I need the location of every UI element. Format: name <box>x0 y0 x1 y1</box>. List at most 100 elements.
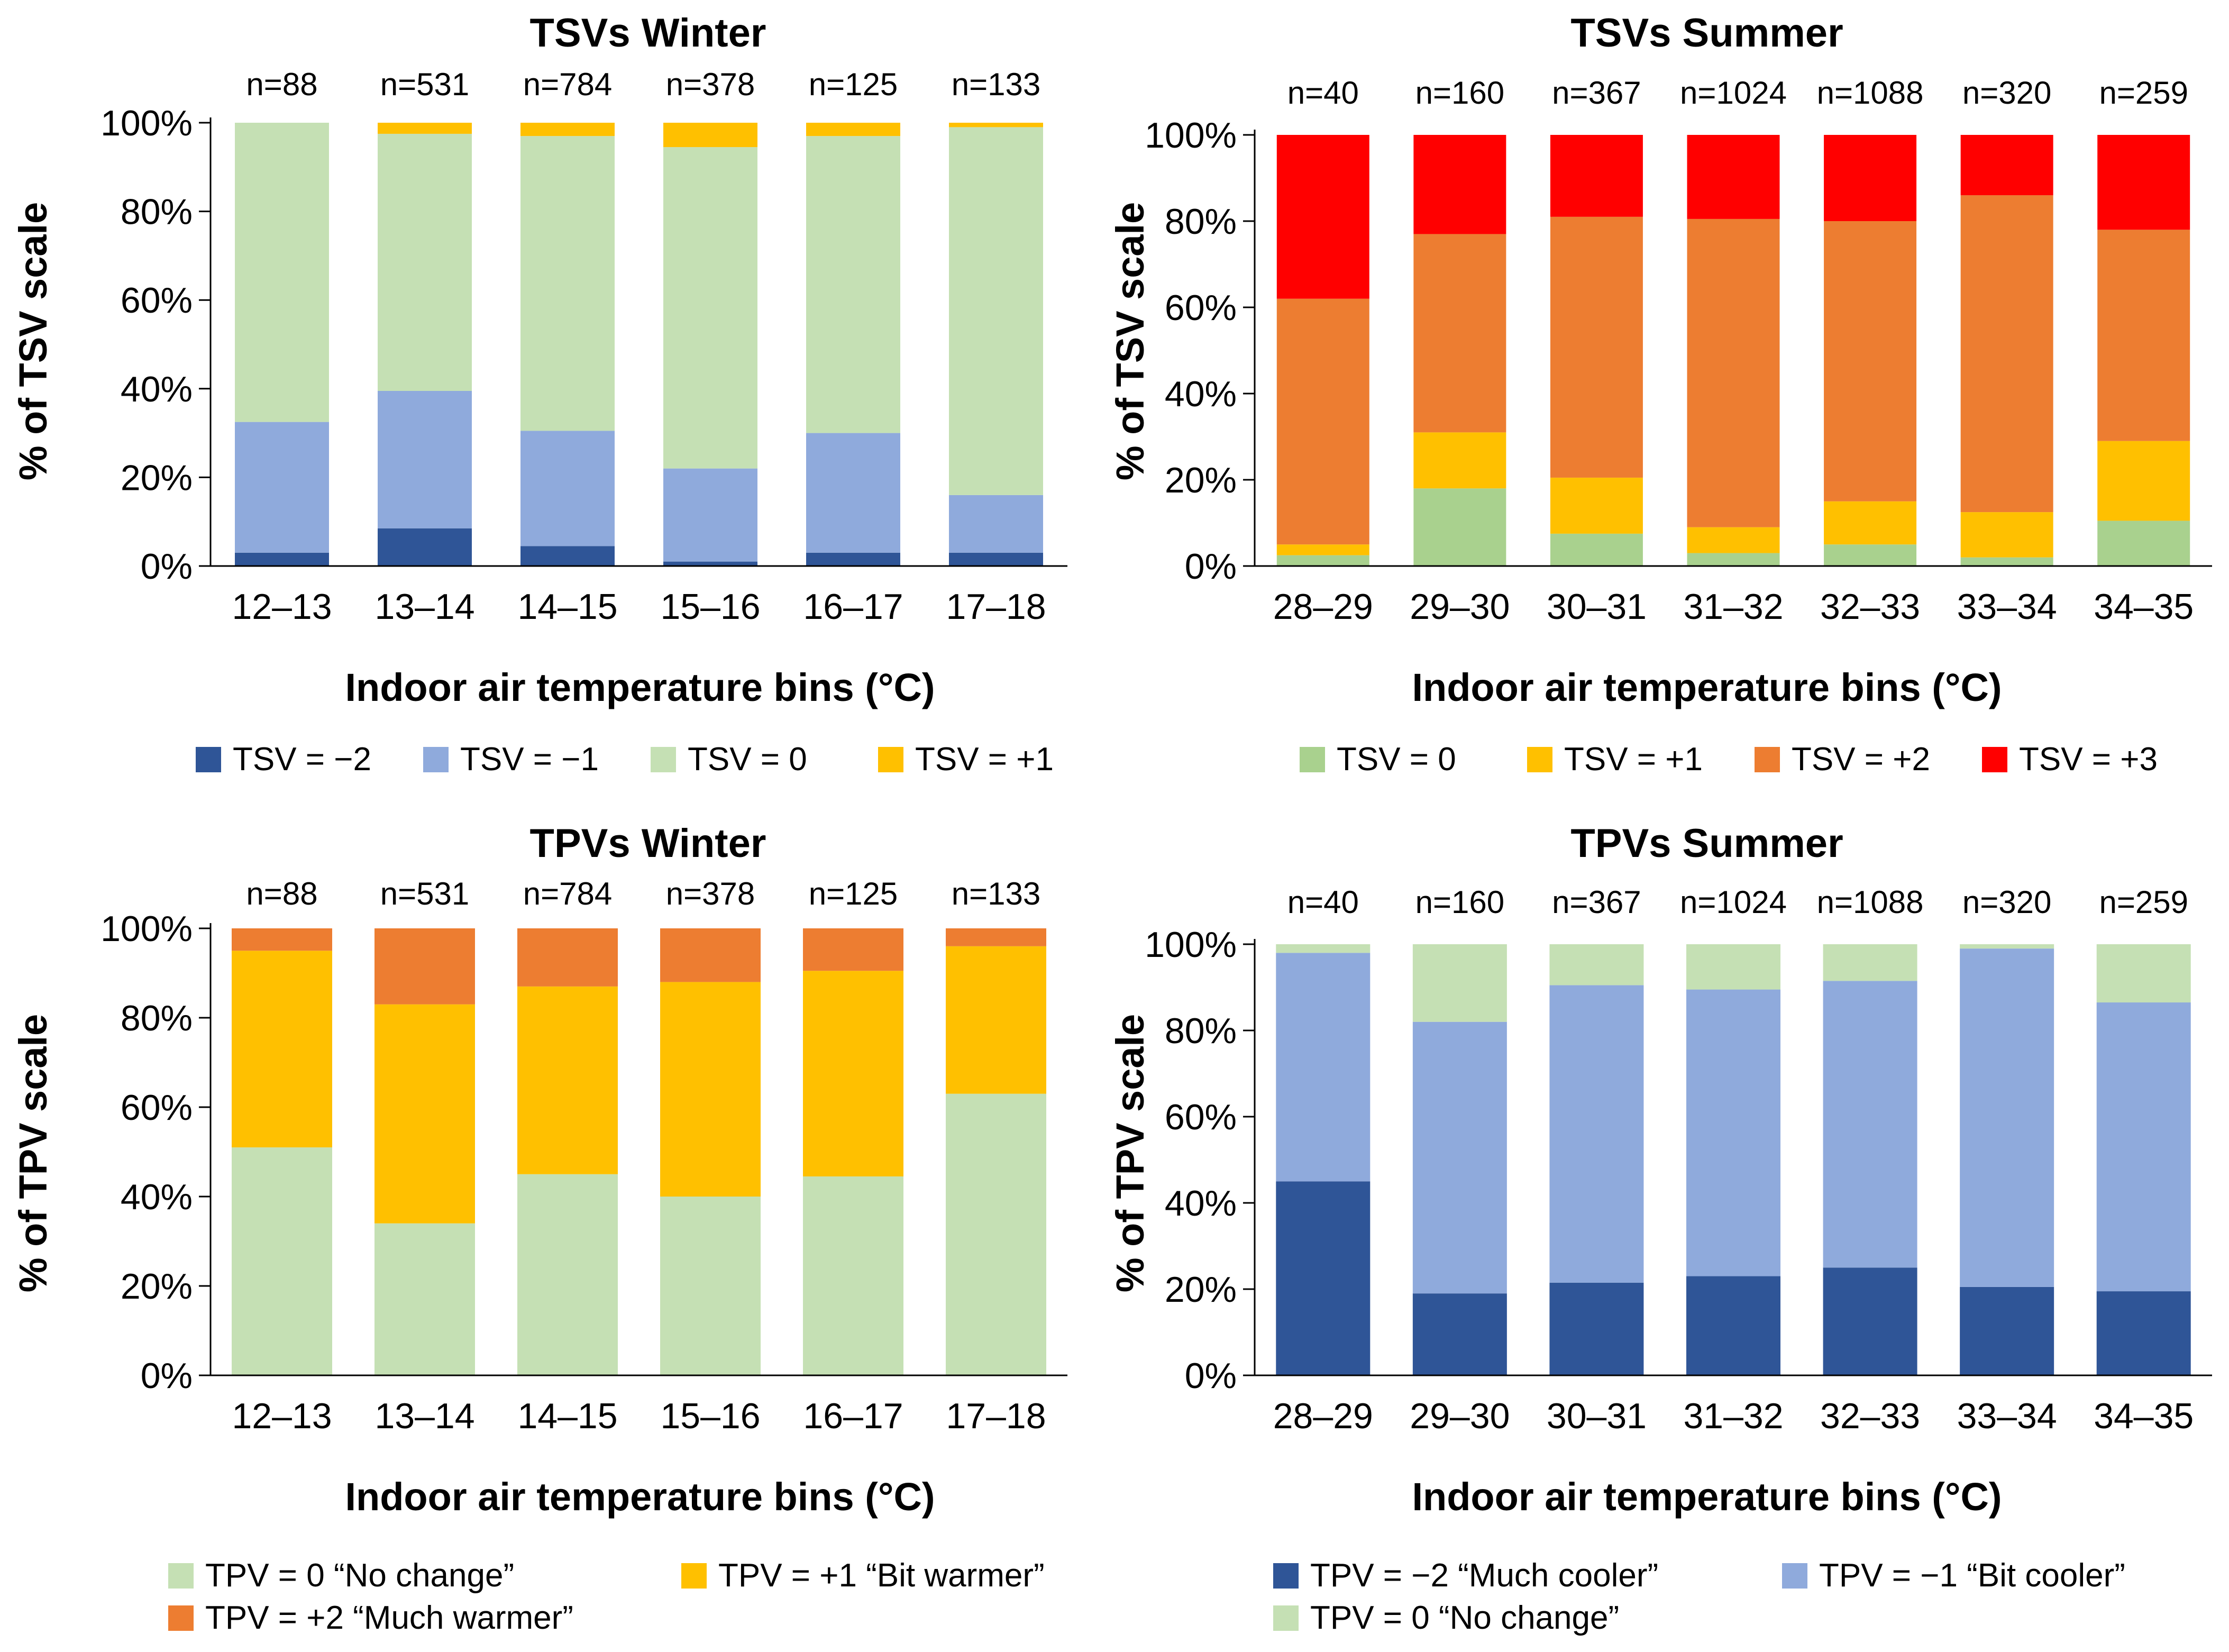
bar-segment <box>1276 1181 1371 1375</box>
bar-segment <box>1824 544 1917 566</box>
bar-segment <box>1960 948 2054 1287</box>
y-tick-label: 60% <box>1165 1097 1237 1137</box>
bar-segment <box>1960 512 2053 558</box>
bar-segment <box>1687 218 1780 527</box>
bar-segment <box>235 422 329 553</box>
chart-svg: TPVs Summer 0% 20% 40% 60% 80% 100% n=40 28–29 n… <box>1108 821 2212 1519</box>
legend-item: TPV = +2 “Much warmer” <box>168 1602 573 1635</box>
legend-label: TPV = −1 “Bit cooler” <box>1819 1557 2125 1594</box>
x-tick-label: 15–16 <box>660 587 760 627</box>
legend-item: TSV = +2 <box>1755 743 1930 776</box>
chart-title: TSVs Winter <box>530 11 766 56</box>
bar-segment <box>1549 1282 1644 1375</box>
y-axis-label: % of TPV scale <box>11 1014 55 1292</box>
chart-svg: TSVs Summer 0% 20% 40% 60% 80% 100% n=40 28–29 n… <box>1108 11 2212 709</box>
sample-count-label: n=320 <box>1962 75 2052 111</box>
bar-segment <box>803 928 903 971</box>
legend-swatch <box>1527 747 1552 772</box>
sample-count-label: n=1024 <box>1680 884 1787 920</box>
x-tick-label: 29–30 <box>1410 587 1510 627</box>
x-tick-label: 28–29 <box>1273 1396 1373 1436</box>
x-tick-label: 30–31 <box>1547 1396 1647 1436</box>
x-tick-label: 13–14 <box>374 1396 474 1436</box>
y-tick-label: 20% <box>1165 460 1237 500</box>
bar-segment <box>806 433 900 553</box>
bar-segment <box>1686 989 1780 1276</box>
legend-label: TSV = +3 <box>2019 741 2158 778</box>
legend-item: TPV = −1 “Bit cooler” <box>1782 1559 2125 1592</box>
bar-segment <box>1550 135 1643 217</box>
legend-item: TSV = +1 <box>1527 743 1703 776</box>
x-tick-label: 31–32 <box>1683 587 1783 627</box>
y-tick-label: 100% <box>101 909 193 949</box>
x-tick-label: 16–17 <box>803 1396 903 1436</box>
bar-segment <box>1549 985 1644 1283</box>
x-axis-label: Indoor air temperature bins (°C) <box>345 665 935 709</box>
bar-segment <box>1824 135 1917 221</box>
chart-svg: TSVs Winter 0% 20% 40% 60% 80% 100% n=88 12–13 n… <box>11 11 1067 709</box>
bar-segment <box>1550 216 1643 478</box>
bar-segment <box>1276 135 1369 299</box>
sample-count-label: n=378 <box>666 67 755 102</box>
y-tick-label: 40% <box>1165 374 1237 414</box>
y-tick-label: 20% <box>121 458 193 498</box>
legend-item: TPV = −2 “Much cooler” <box>1273 1559 1658 1592</box>
bar-segment <box>1824 501 1917 545</box>
legend-label: TPV = 0 “No change” <box>205 1557 515 1594</box>
legend-item: TSV = 0 <box>1300 743 1456 776</box>
bar-segment <box>1550 477 1643 534</box>
legend-swatch <box>1782 1563 1807 1589</box>
bar-segment <box>517 1174 618 1375</box>
y-tick-label: 40% <box>121 1177 193 1217</box>
legend-item: TSV = −1 <box>423 743 599 776</box>
chart-tsv-winter: TSVs Winter 0% 20% 40% 60% 80% 100% n=88 12–13 n… <box>0 0 1114 809</box>
bar-segment <box>2097 441 2190 521</box>
bar-segment <box>1960 1286 2054 1375</box>
bar-segment <box>520 136 615 431</box>
bar-segment <box>946 928 1046 946</box>
bar-segment <box>235 123 329 422</box>
chart-title: TPVs Summer <box>1570 821 1843 866</box>
x-tick-label: 14–15 <box>517 1396 617 1436</box>
chart-svg: TPVs Winter 0% 20% 40% 60% 80% 100% n=88 12–13 n… <box>11 821 1067 1519</box>
bar-segment <box>663 561 757 566</box>
bar-segment <box>949 127 1043 495</box>
y-tick-label: 0% <box>141 546 193 587</box>
legend-swatch <box>681 1563 707 1589</box>
legend-label: TSV = −1 <box>460 741 599 778</box>
y-axis-label: % of TPV scale <box>1108 1014 1152 1292</box>
y-tick-label: 0% <box>1185 1356 1237 1396</box>
x-tick-label: 34–35 <box>2094 1396 2194 1436</box>
legend-item: TPV = 0 “No change” <box>168 1559 514 1592</box>
legend-swatch <box>1300 747 1325 772</box>
x-tick-label: 29–30 <box>1410 1396 1510 1436</box>
bar-segment <box>1413 234 1506 433</box>
x-tick-label: 16–17 <box>803 587 903 627</box>
bar-segment <box>1413 488 1506 566</box>
bar-segment <box>2096 1002 2191 1292</box>
x-tick-label: 33–34 <box>1957 1396 2057 1436</box>
x-tick-label: 15–16 <box>660 1396 760 1436</box>
legend-swatch <box>168 1563 194 1589</box>
x-tick-label: 12–13 <box>232 587 332 627</box>
bar-segment <box>660 982 761 1197</box>
legend-label: TSV = +2 <box>1792 741 1930 778</box>
y-tick-label: 40% <box>1165 1183 1237 1224</box>
x-axis-label: Indoor air temperature bins (°C) <box>345 1475 935 1519</box>
bar-segment <box>1412 944 1507 1022</box>
bar-segment <box>235 552 329 566</box>
bar-segment <box>520 431 615 546</box>
sample-count-label: n=1088 <box>1817 75 1924 111</box>
bar-segment <box>949 123 1043 127</box>
bar-segment <box>1687 527 1780 553</box>
x-axis-label: Indoor air temperature bins (°C) <box>1412 1475 2002 1519</box>
sample-count-label: n=125 <box>809 876 898 911</box>
bar-segment <box>517 986 618 1174</box>
legend-swatch <box>1273 1605 1299 1631</box>
bar-segment <box>946 1093 1046 1375</box>
legend-swatch <box>168 1605 194 1631</box>
bar-segment <box>1412 1293 1507 1375</box>
bar-segment <box>806 552 900 566</box>
bar-segment <box>378 528 472 566</box>
sample-count-label: n=160 <box>1415 884 1505 920</box>
